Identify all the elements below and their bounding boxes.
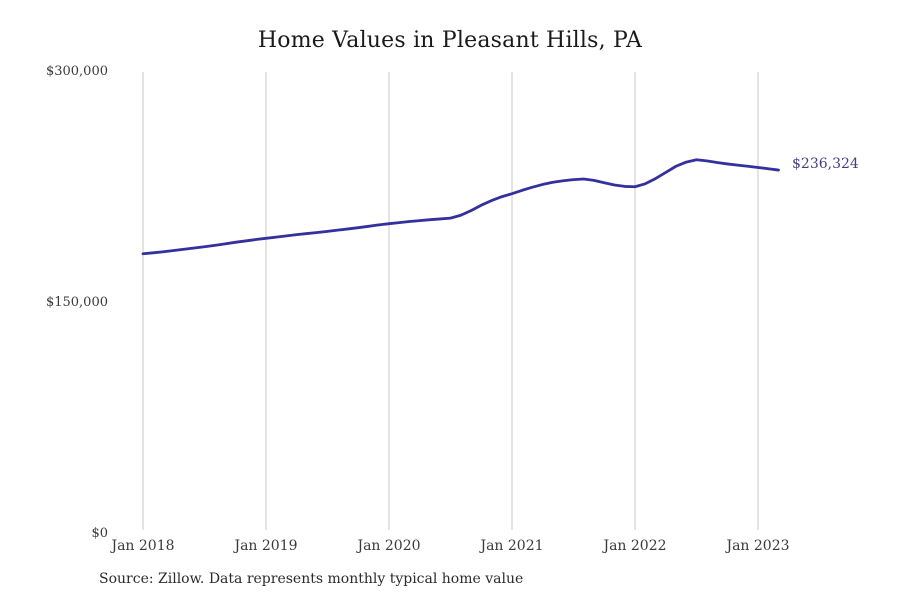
source-note: Source: Zillow. Data represents monthly … [99,571,524,587]
latest-value-label: $236,324 [792,156,859,172]
y-axis-tick-label: $0 [91,526,108,541]
x-axis-tick-label: Jan 2023 [726,538,790,554]
x-axis-tick-label: Jan 2021 [480,538,544,554]
chart-title: Home Values in Pleasant Hills, PA [257,28,643,53]
x-axis-tick-label: Jan 2018 [111,538,175,554]
x-axis-tick-label: Jan 2019 [234,538,298,554]
y-axis-tick-label: $150,000 [45,295,108,310]
x-axis-tick-label: Jan 2020 [357,538,421,554]
home-value-series-line [141,158,780,256]
y-axis-tick-label: $300,000 [45,64,108,79]
x-axis-tick-label: Jan 2022 [603,538,667,554]
